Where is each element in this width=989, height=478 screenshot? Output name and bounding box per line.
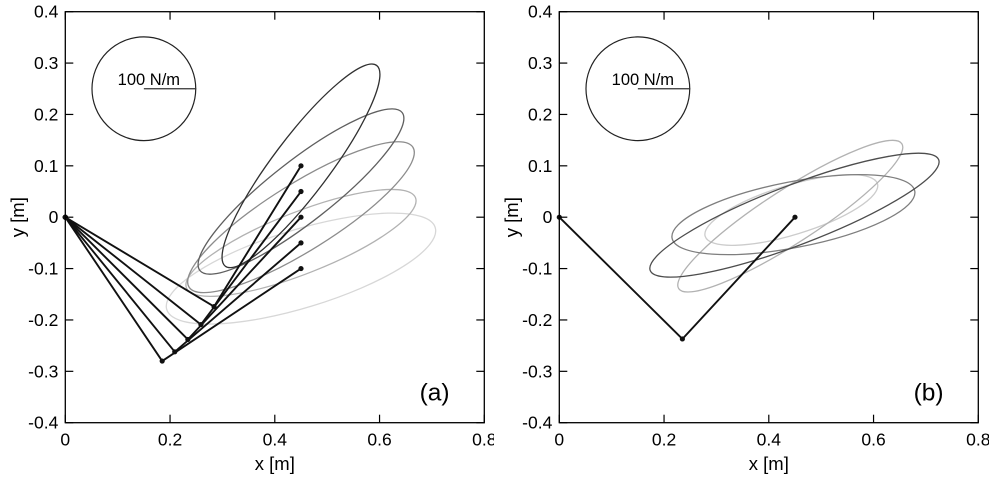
y-tick-label: -0.2	[28, 310, 58, 330]
stiffness-ellipse	[677, 139, 904, 293]
panel-label: (b)	[914, 379, 944, 406]
elbow-marker	[198, 321, 204, 328]
x-tick-label: 0	[60, 430, 70, 450]
hand-marker	[298, 163, 304, 169]
x-tick-label: 0.6	[861, 430, 885, 450]
x-tick-label: 0.8	[472, 430, 494, 450]
y-tick-label: -0.2	[522, 310, 552, 330]
stiffness-ellipse	[197, 108, 405, 275]
elbow-marker	[211, 303, 217, 310]
y-tick-label: 0.4	[528, 2, 553, 22]
x-tick-label: 0.2	[158, 430, 182, 450]
y-tick-label: 0.3	[34, 53, 58, 73]
y-tick-label: 0	[543, 207, 553, 227]
y-tick-label: 0.2	[528, 104, 552, 124]
arm-linkage	[558, 216, 796, 340]
hand-marker	[298, 240, 304, 246]
elbow-marker	[185, 336, 191, 343]
y-tick-label: -0.1	[28, 259, 58, 279]
hand-marker	[298, 214, 304, 220]
x-axis-label: x [m]	[255, 453, 295, 474]
y-tick-label: 0.4	[34, 2, 59, 22]
y-axis-label: y [m]	[7, 197, 28, 237]
elbow-marker	[159, 358, 165, 364]
x-axis-label: x [m]	[749, 453, 789, 474]
elbow-marker	[679, 336, 685, 342]
x-tick-label: 0	[554, 430, 564, 450]
panel-a: 0 0.2 0.4 0.6 0.8 -0.4 -0.3 -0.2 -0.1 0 0.1 0.2 0.3 0…	[0, 0, 494, 478]
y-tick-label: -0.1	[522, 259, 552, 279]
x-tick-label: 0.4	[263, 430, 288, 450]
y-tick-label: 0.2	[34, 104, 58, 124]
y-tick-label: -0.3	[28, 361, 58, 381]
stiffness-ellipse	[671, 174, 916, 256]
elbow-marker	[172, 349, 178, 355]
panel-b-plot: 0 0.2 0.4 0.6 0.8 -0.4 -0.3 -0.2 -0.1 0 0.1 0.2 0.3 0…	[501, 2, 989, 474]
x-tick-label: 0.4	[757, 430, 782, 450]
x-tick-label: 0.2	[652, 430, 676, 450]
stiffness-ellipse	[704, 174, 879, 247]
y-tick-label: 0.1	[528, 156, 552, 176]
hand-marker	[792, 214, 798, 220]
panel-b: 0 0.2 0.4 0.6 0.8 -0.4 -0.3 -0.2 -0.1 0 0.1 0.2 0.3 0…	[494, 0, 989, 478]
x-tick-label: 0.8	[966, 430, 989, 450]
arm-linkage	[64, 165, 302, 308]
hand-marker	[298, 188, 304, 195]
stiffness-ellipse	[165, 212, 437, 325]
stiffness-ellipse	[185, 188, 417, 297]
legend-scale-label: 100 N/m	[612, 71, 674, 89]
y-tick-label: -0.4	[28, 413, 58, 433]
y-tick-label: -0.4	[522, 413, 552, 433]
stiffness-ellipse	[221, 63, 381, 269]
hand-marker	[298, 265, 304, 272]
y-tick-label: 0.1	[34, 156, 58, 176]
panel-a-plot: 0 0.2 0.4 0.6 0.8 -0.4 -0.3 -0.2 -0.1 0 0.1 0.2 0.3 0…	[7, 2, 494, 474]
legend-scale-label: 100 N/m	[118, 71, 180, 89]
panel-label: (a)	[420, 379, 450, 406]
y-tick-label: 0	[49, 207, 59, 227]
stiffness-ellipse	[187, 141, 415, 294]
stiffness-ellipse	[649, 152, 940, 278]
y-tick-label: 0.3	[528, 53, 552, 73]
y-tick-label: -0.3	[522, 361, 552, 381]
x-tick-label: 0.6	[367, 430, 391, 450]
arm-linkage	[64, 190, 302, 326]
y-axis-label: y [m]	[501, 197, 522, 237]
